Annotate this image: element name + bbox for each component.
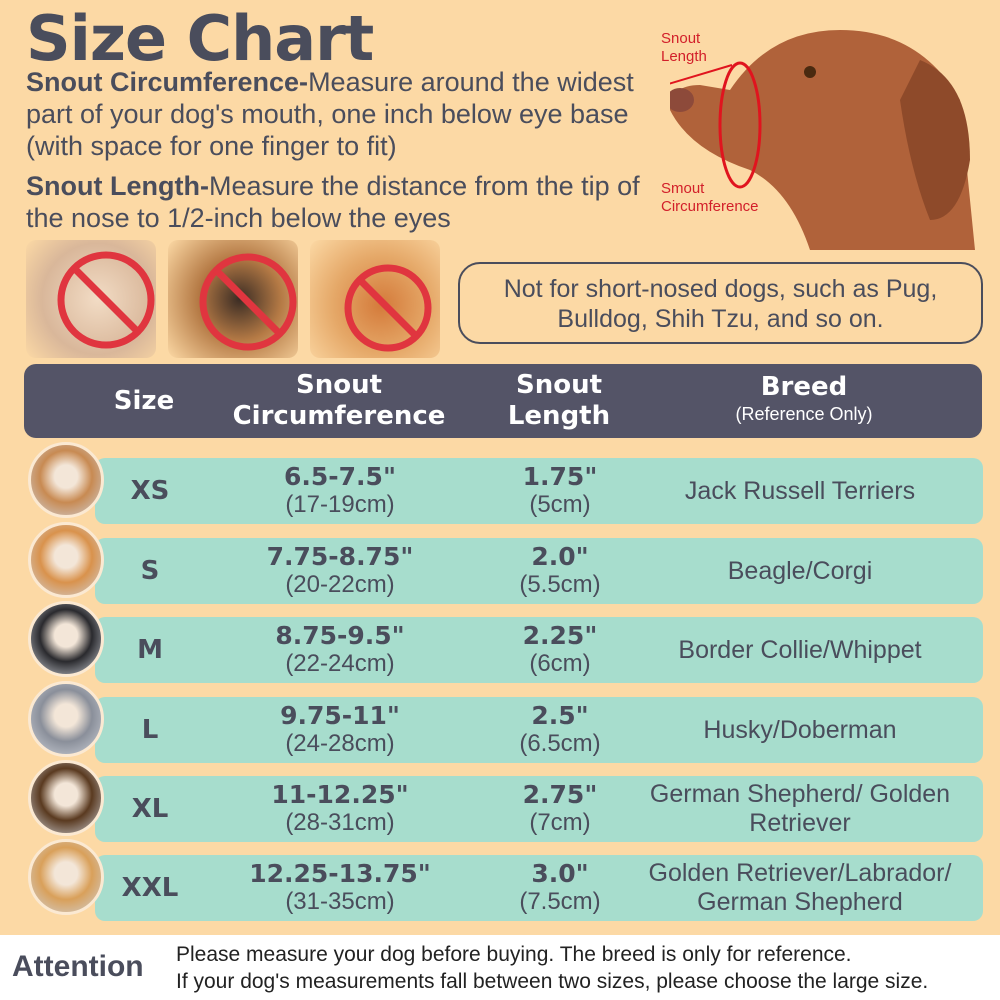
circumference-cell: 9.75-11" (24-28cm): [225, 697, 455, 763]
page-title: Size Chart: [26, 2, 374, 75]
snout-length-label: Snout Length: [661, 30, 707, 65]
attention-line-1: Please measure your dog before buying. T…: [176, 943, 852, 966]
circumference-inches: 12.25-13.75": [249, 859, 431, 888]
breed-cell: Jack Russell Terriers: [684, 476, 916, 505]
size-cell: XXL: [121, 873, 179, 903]
circumference-cm: (17-19cm): [285, 491, 395, 518]
length-cell: 2.0" (5.5cm): [485, 538, 635, 604]
pomeranian-prohibited-image: [310, 240, 440, 358]
length-cm: (6cm): [529, 650, 591, 677]
header-length: Snout Length: [484, 370, 634, 432]
attention-footer: [0, 935, 1000, 1000]
length-inches: 2.25": [522, 621, 598, 650]
circumference-label: Snout Circumference-: [26, 67, 309, 97]
size-cell: M: [137, 635, 163, 665]
length-text: Measure the distance from the tip of the…: [26, 171, 640, 233]
bulldog-prohibited-image: [26, 240, 156, 358]
circumference-cell: 11-12.25" (28-31cm): [225, 776, 455, 842]
prohibited-icon: [57, 251, 155, 349]
header-breed-title: Breed: [760, 372, 848, 402]
header-size: Size: [113, 386, 175, 416]
length-inches: 1.75": [522, 462, 598, 491]
breed-cell: Border Collie/Whippet: [678, 635, 922, 664]
header-circ-line1: Snout: [295, 370, 383, 400]
attention-label: Attention: [12, 950, 144, 983]
attention-line-2: If your dog's measurements fall between …: [176, 970, 929, 993]
circumference-cell: 6.5-7.5" (17-19cm): [225, 458, 455, 524]
length-inches: 2.75": [522, 780, 598, 809]
header-len-line1: Snout: [515, 370, 603, 400]
length-cell: 3.0" (7.5cm): [485, 855, 635, 921]
snout-circumference-label: Smout Circumference: [661, 180, 759, 215]
breed-cell: German Shepherd/ Golden Retriever: [649, 780, 951, 837]
circumference-cm: (20-22cm): [285, 571, 395, 598]
circumference-cell: 7.75-8.75" (20-22cm): [225, 538, 455, 604]
dog-avatar: [28, 601, 104, 677]
circumference-text: Measure around the widest part of your d…: [26, 67, 634, 161]
size-cell: S: [140, 556, 160, 586]
breed-cell: Golden Retriever/Labrador/ German Shephe…: [648, 859, 952, 916]
circumference-inches: 8.75-9.5": [275, 621, 405, 650]
circumference-description: Snout Circumference-Measure around the w…: [26, 66, 656, 162]
header-breed-note: (Reference Only): [735, 404, 873, 424]
short-nose-warning-bubble: Not for short-nosed dogs, such as Pug, B…: [458, 262, 983, 344]
measurement-dog-image: [670, 30, 975, 250]
length-cm: (6.5cm): [519, 730, 601, 757]
header-len-line2: Length: [507, 401, 611, 431]
circumference-cm: (28-31cm): [285, 809, 395, 836]
header-breed: Breed (Reference Only): [654, 372, 954, 425]
length-cell: 2.5" (6.5cm): [485, 697, 635, 763]
table-row: L 9.75-11" (24-28cm) 2.5" (6.5cm) Husky/Do…: [95, 697, 983, 763]
circumference-cm: (31-35cm): [285, 888, 395, 915]
table-row: XL 11-12.25" (28-31cm) 2.75" (7cm) German …: [95, 776, 983, 842]
length-inches: 2.5": [531, 701, 589, 730]
table-row: S 7.75-8.75" (20-22cm) 2.0" (5.5cm) Beagle…: [95, 538, 983, 604]
circumference-inches: 7.75-8.75": [266, 542, 414, 571]
dog-avatar: [28, 839, 104, 915]
header-circumference: Snout Circumference: [214, 370, 464, 432]
dog-avatar: [28, 522, 104, 598]
length-cm: (5.5cm): [519, 571, 601, 598]
dog-avatar: [28, 760, 104, 836]
length-label: Snout Length-: [26, 171, 209, 201]
dog-avatar: [28, 442, 104, 518]
length-inches: 2.0": [531, 542, 589, 571]
length-cm: (7.5cm): [519, 888, 601, 915]
length-cell: 1.75" (5cm): [485, 458, 635, 524]
length-cell: 2.25" (6cm): [485, 617, 635, 683]
circumference-cm: (24-28cm): [285, 730, 395, 757]
table-header: Size Snout Circumference Snout Length Bree…: [24, 364, 982, 438]
length-inches: 3.0": [531, 859, 589, 888]
length-cell: 2.75" (7cm): [485, 776, 635, 842]
circumference-cm: (22-24cm): [285, 650, 395, 677]
circumference-inches: 9.75-11": [280, 701, 400, 730]
size-cell: XL: [131, 794, 169, 824]
size-cell: L: [141, 715, 159, 745]
circumference-cell: 8.75-9.5" (22-24cm): [225, 617, 455, 683]
french-bulldog-prohibited-image: [168, 240, 298, 358]
breed-cell: Husky/Doberman: [703, 715, 897, 744]
table-row: XS 6.5-7.5" (17-19cm) 1.75" (5cm) Jack Rus…: [95, 458, 983, 524]
dog-avatar: [28, 681, 104, 757]
circumference-inches: 6.5-7.5": [284, 462, 396, 491]
breed-cell: Beagle/Corgi: [727, 556, 873, 585]
prohibited-icon: [344, 264, 432, 352]
circumference-cell: 12.25-13.75" (31-35cm): [225, 855, 455, 921]
size-cell: XS: [130, 476, 170, 506]
table-row: M 8.75-9.5" (22-24cm) 2.25" (6cm) Border C…: [95, 617, 983, 683]
length-cm: (5cm): [529, 491, 591, 518]
circumference-inches: 11-12.25": [271, 780, 409, 809]
table-row: XXL 12.25-13.75" (31-35cm) 3.0" (7.5cm) Go…: [95, 855, 983, 921]
length-cm: (7cm): [529, 809, 591, 836]
length-description: Snout Length-Measure the distance from t…: [26, 170, 656, 234]
prohibited-icon: [199, 253, 297, 351]
header-circ-line2: Circumference: [232, 401, 446, 431]
